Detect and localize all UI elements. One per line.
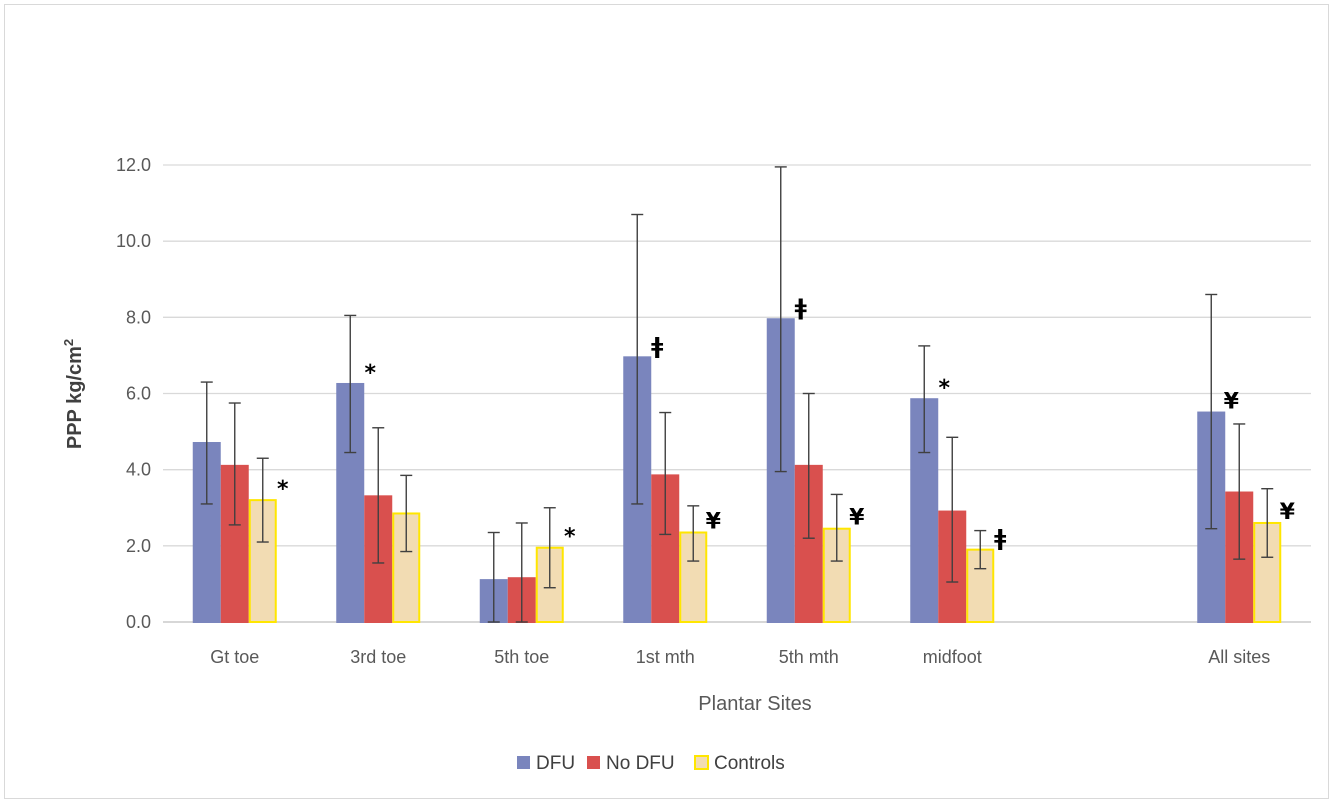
y-tick-label: 4.0 bbox=[126, 460, 151, 480]
y-tick-label: 12.0 bbox=[116, 155, 151, 175]
significance-marker: ǂ bbox=[651, 334, 663, 359]
legend-swatch bbox=[587, 756, 600, 769]
x-tick-label: 1st mth bbox=[636, 647, 695, 667]
gridlines bbox=[163, 164, 1311, 623]
significance-marker: * bbox=[564, 525, 576, 550]
legend-label: Controls bbox=[714, 753, 785, 774]
significance-marker: ¥ bbox=[849, 506, 865, 531]
significance-marker: ¥ bbox=[706, 510, 722, 535]
significance-marker: ǂ bbox=[994, 527, 1006, 552]
significance-marker: * bbox=[364, 361, 376, 386]
y-axis-title-main: PPP kg/cm bbox=[64, 346, 86, 449]
x-tick-label: 3rd toe bbox=[350, 647, 406, 667]
significance-marker: * bbox=[938, 376, 950, 401]
significance-marker: * bbox=[277, 477, 289, 502]
y-tick-label: 0.0 bbox=[126, 612, 151, 632]
y-axis-ticks: 0.0 2.0 4.0 6.0 8.0 10.0 12.0 bbox=[116, 155, 151, 632]
bar-chart: * ǂ ǂ * ¥ * * ¥ ¥ ǂ ¥ 0.0 2.0 4.0 6.0 8.0 10.0 12.0 Gt t… bbox=[61, 155, 1311, 774]
x-tick-label: 5th mth bbox=[779, 647, 839, 667]
legend-swatch bbox=[694, 755, 709, 770]
legend: DFU No DFU Controls bbox=[517, 753, 785, 774]
legend-swatch bbox=[517, 756, 530, 769]
x-tick-label: All sites bbox=[1208, 647, 1270, 667]
bars bbox=[192, 318, 1282, 624]
x-tick-label: 5th toe bbox=[494, 647, 549, 667]
x-axis-title: Plantar Sites bbox=[698, 693, 811, 715]
significance-marker: ¥ bbox=[1224, 390, 1240, 415]
y-tick-label: 8.0 bbox=[126, 307, 151, 327]
significance-markers: * ǂ ǂ * ¥ * * ¥ ¥ ǂ ¥ bbox=[277, 296, 1296, 551]
legend-label: No DFU bbox=[606, 753, 675, 774]
y-axis-title: PPP kg/cm2 bbox=[61, 339, 86, 449]
significance-marker: ǂ bbox=[795, 296, 807, 321]
x-axis-ticks: Gt toe 3rd toe 5th toe 1st mth 5th mth midfoo… bbox=[210, 647, 1270, 667]
y-tick-label: 2.0 bbox=[126, 536, 151, 556]
bar bbox=[220, 464, 249, 623]
y-tick-label: 10.0 bbox=[116, 231, 151, 251]
x-tick-label: midfoot bbox=[923, 647, 982, 667]
x-tick-label: Gt toe bbox=[210, 647, 259, 667]
error-bars bbox=[200, 166, 1274, 623]
chart-frame: * ǂ ǂ * ¥ * * ¥ ¥ ǂ ¥ 0.0 2.0 4.0 6.0 8.0 10.0 12.0 Gt t… bbox=[4, 4, 1329, 799]
legend-label: DFU bbox=[536, 753, 575, 774]
y-axis-title-sup: 2 bbox=[61, 339, 76, 346]
significance-marker: ¥ bbox=[1280, 500, 1296, 525]
y-tick-label: 6.0 bbox=[126, 384, 151, 404]
